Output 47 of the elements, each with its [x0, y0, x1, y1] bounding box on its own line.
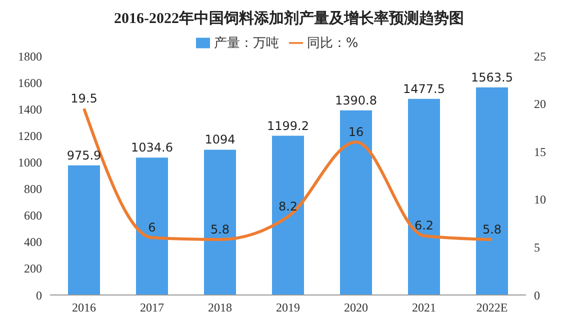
data-label: 1563.5 — [471, 70, 513, 84]
data-label: 5.8 — [210, 222, 230, 237]
legend-label: 产量：万吨 — [214, 36, 279, 51]
data-label: 19.5 — [70, 92, 98, 106]
x-tick-label: 2016 — [72, 300, 96, 315]
y-tick-label: 1800 — [18, 49, 42, 64]
y-tick-label: 800 — [24, 182, 42, 196]
y2-tick-label: 0 — [534, 288, 540, 302]
x-tick-label: 2018 — [208, 300, 232, 315]
y2-tick-label: 20 — [534, 97, 546, 112]
y-tick-label: 200 — [24, 262, 42, 276]
bar — [68, 165, 100, 295]
y-tick-label: 1000 — [18, 155, 42, 170]
bar — [136, 158, 168, 295]
x-tick-label: 2019 — [276, 300, 300, 315]
data-label: 6 — [148, 220, 156, 235]
data-label: 1390.8 — [335, 93, 377, 108]
data-label: 1034.6 — [131, 140, 173, 155]
data-label: 975.9 — [66, 148, 102, 162]
y-tick-label: 600 — [24, 208, 42, 223]
y-tick-label: 1400 — [18, 102, 42, 116]
x-tick-label: 2017 — [140, 300, 164, 315]
y-tick-label: 1600 — [18, 76, 42, 90]
y-tick-label: 0 — [36, 288, 42, 302]
y2-tick-label: 10 — [534, 192, 546, 207]
bar — [476, 87, 508, 295]
data-label: 1477.5 — [403, 82, 445, 96]
data-label: 8.2 — [278, 200, 298, 214]
x-tick-label: 2020 — [344, 300, 368, 315]
x-tick-label: 2022E — [476, 300, 508, 315]
bar — [340, 110, 372, 295]
y2-tick-label: 25 — [534, 49, 546, 64]
data-label: 5.8 — [482, 222, 502, 237]
y2-tick-label: 5 — [534, 240, 540, 254]
y-tick-label: 1200 — [18, 128, 42, 143]
data-label: 6.2 — [414, 218, 434, 233]
data-label: 16 — [348, 125, 364, 140]
legend-label: 同比：% — [306, 36, 358, 51]
x-tick-label: 2021 — [412, 300, 436, 315]
y-tick-label: 400 — [24, 235, 42, 250]
data-label: 1094 — [204, 132, 236, 147]
bar — [408, 98, 440, 295]
bar — [204, 150, 236, 295]
bar — [272, 136, 304, 295]
data-label: 1199.2 — [267, 118, 309, 133]
chart-title: 2016-2022年中国饲料添加剂产量及增长率预测趋势图 — [113, 9, 465, 29]
y2-tick-label: 15 — [534, 144, 546, 159]
